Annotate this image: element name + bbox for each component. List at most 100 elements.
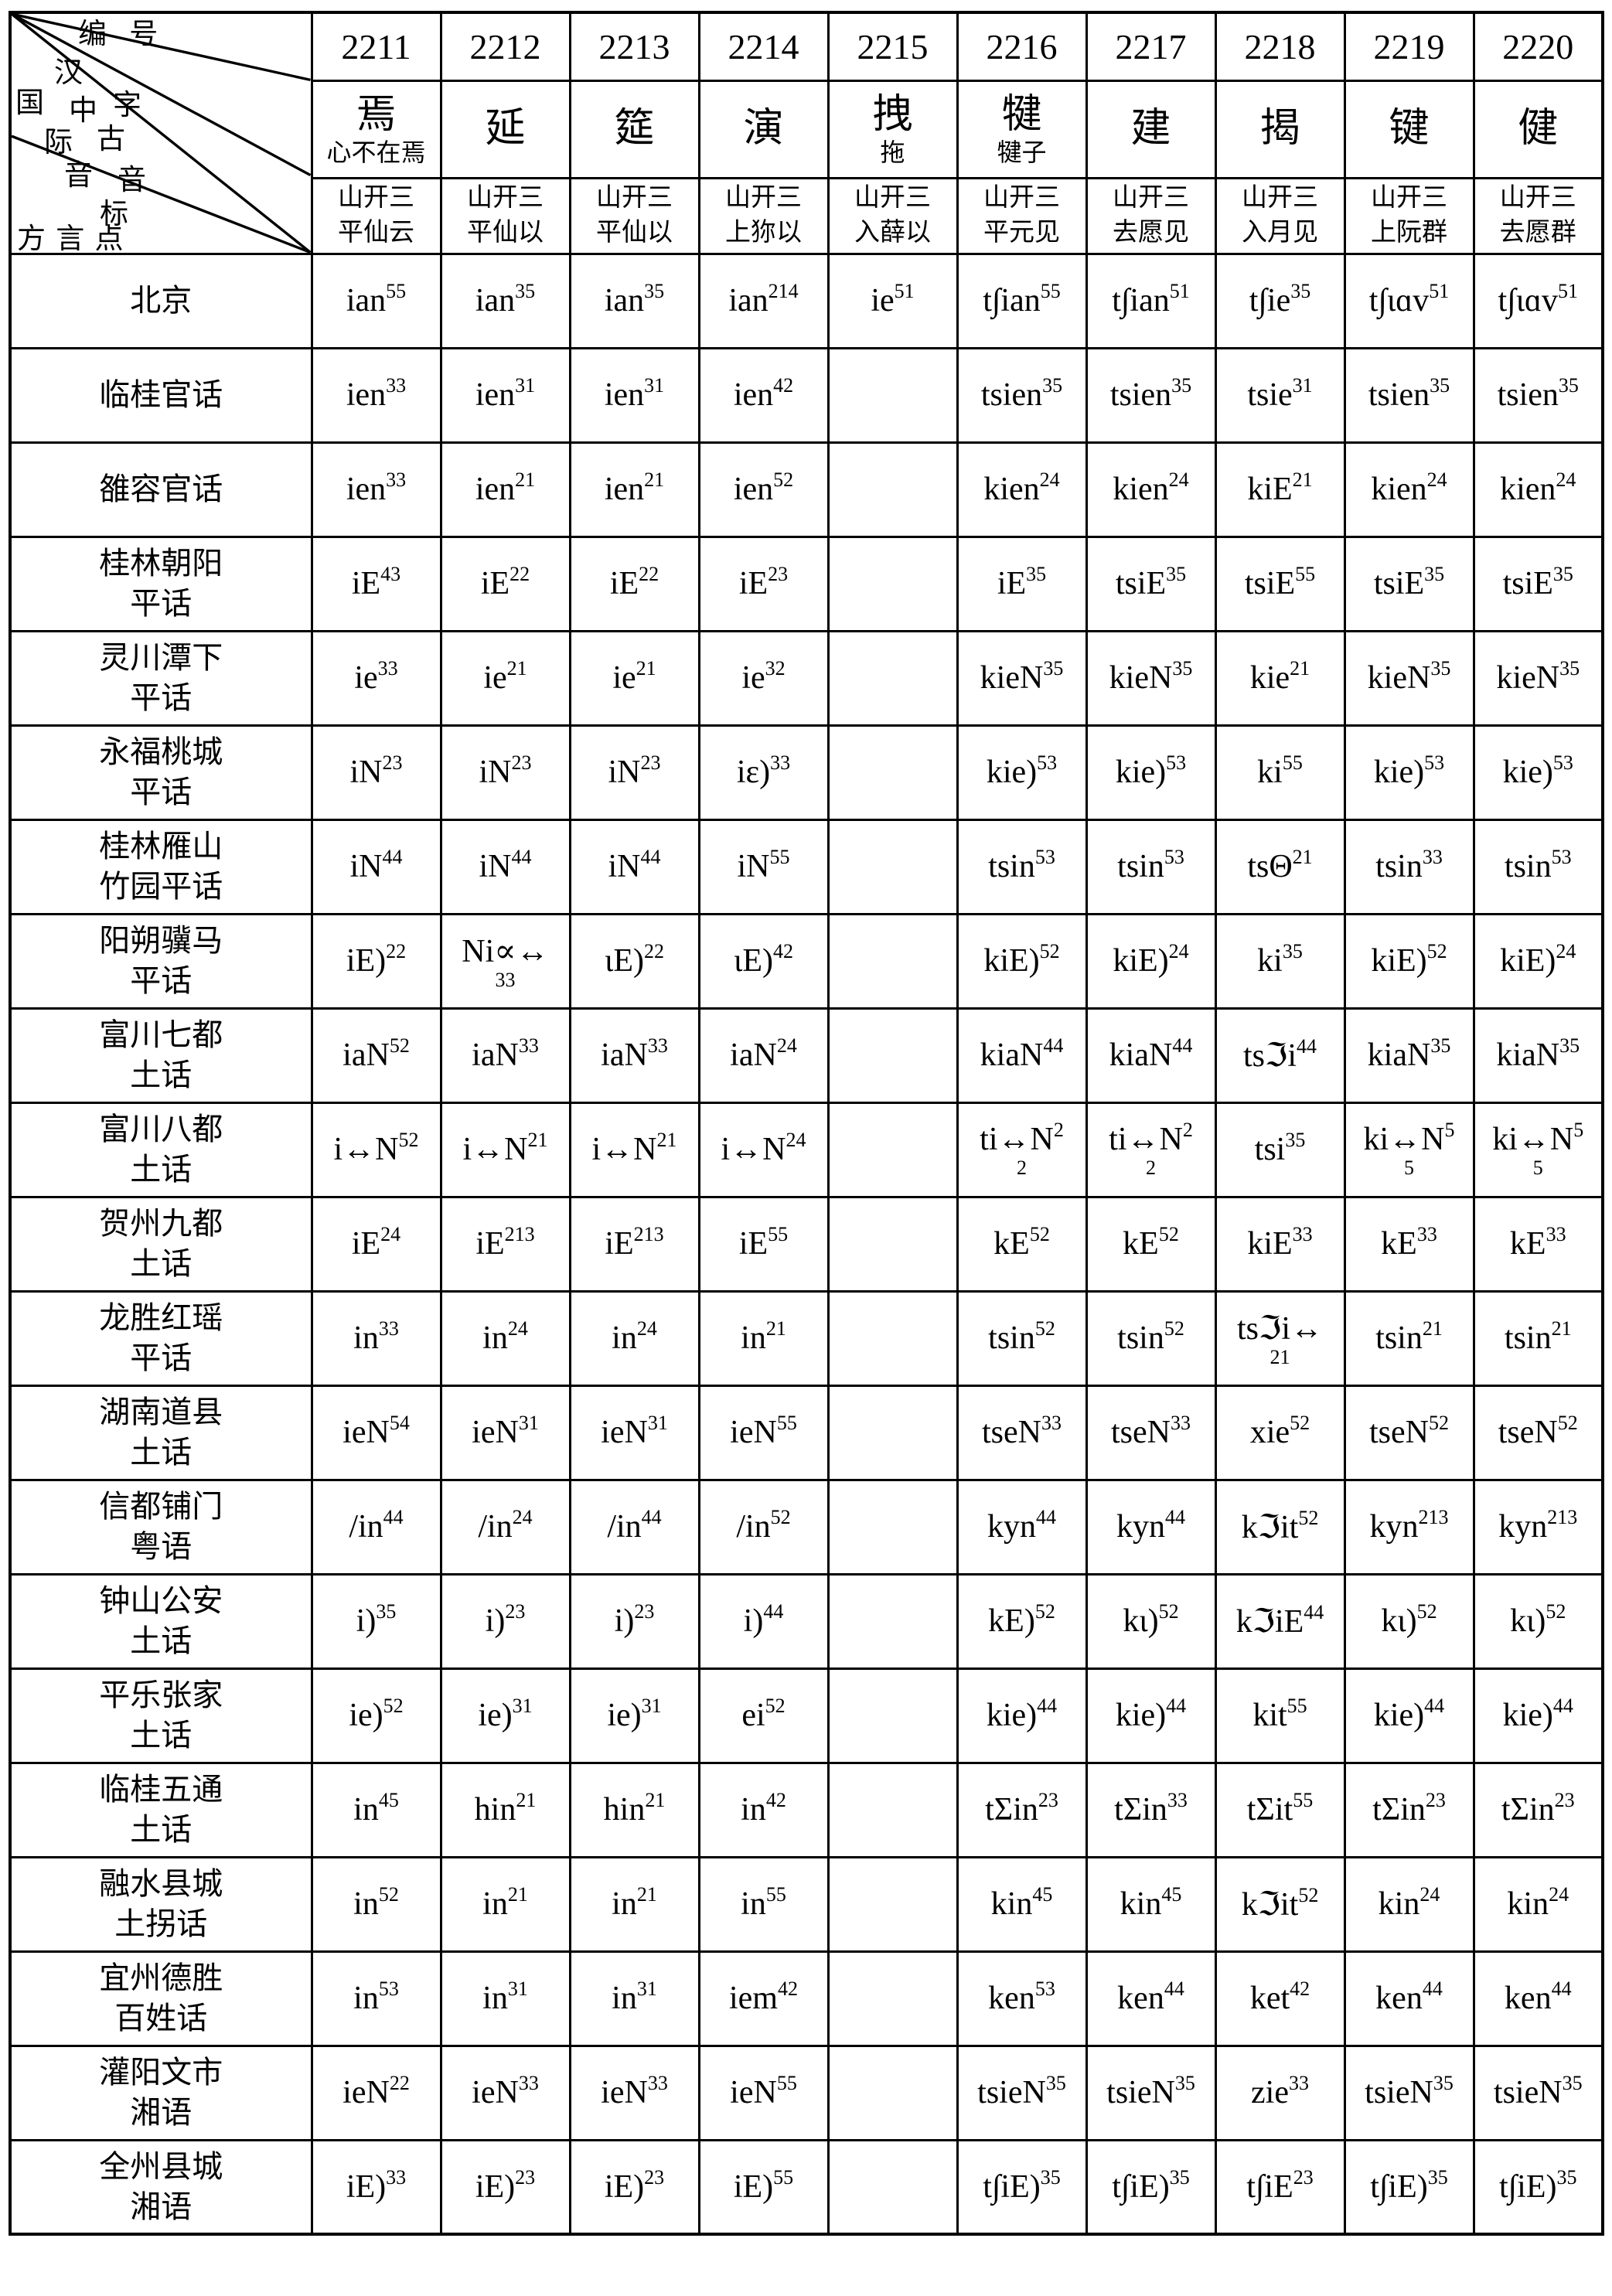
ipa-cell: kien24 [956, 441, 1088, 538]
column-character-cell: 键 [1343, 79, 1475, 179]
ipa-cell: ien42 [697, 346, 830, 444]
ipa-cell: ei52 [697, 1667, 830, 1764]
tone-superscript: 35 [1285, 1129, 1306, 1151]
dialect-name-cell: 桂林朝阳 平话 [9, 535, 313, 632]
tone-superscript: 23 [515, 2165, 536, 2189]
tone-superscript: 21 [636, 657, 656, 680]
ipa-base: tsieN [977, 2075, 1046, 2110]
dialect-name-line: 融水县城 [99, 1866, 223, 1901]
ipa-base: i↔N [333, 1132, 399, 1167]
tone-superscript: 22 [386, 940, 407, 962]
ipa-base: iE) [346, 943, 387, 979]
tone-superscript: 35 [1043, 657, 1064, 680]
ipa-base: iE [605, 1226, 634, 1262]
ipa-base: /in [607, 1509, 642, 1545]
ipa-cell: iaN33 [568, 1007, 700, 1104]
ipa-cell: kyn44 [1085, 1478, 1217, 1576]
ipa-cell: zie33 [1214, 2044, 1346, 2141]
ipa-base: kɩ) [1381, 1603, 1417, 1639]
ipa-second-line: 2 [1017, 1157, 1027, 1179]
dialect-name-line: 全州县城 [99, 2148, 223, 2184]
ipa-cell: in55 [697, 1855, 830, 1953]
ipa-cell: in21 [697, 1289, 830, 1387]
tone-superscript: 23 [1293, 2165, 1314, 2189]
head-character: 演 [743, 107, 784, 152]
tone-superscript: 52 [1426, 940, 1447, 962]
ipa-base: ieN [601, 2075, 648, 2110]
ipa-base: kɩ) [1510, 1603, 1546, 1639]
ipa-base: kie) [986, 755, 1038, 790]
dialect-name-line: 土话 [130, 1058, 193, 1092]
ipa-base: ieN [343, 1415, 390, 1450]
column-character-cell: 焉心不在焉 [310, 79, 442, 179]
ipa-base: iɛ) [736, 755, 771, 790]
ipa-base: kiaN [1109, 1037, 1173, 1073]
ipa-cell [826, 1195, 959, 1293]
ipa-base: tsℑi↔ [1237, 1311, 1323, 1347]
ipa-cell: kie)44 [1085, 1667, 1217, 1764]
tone-superscript: 32 [765, 657, 786, 680]
tone-superscript: 31 [515, 374, 536, 397]
corner-label-ipa-1: 国 [15, 87, 44, 119]
ipa-base: ken [1504, 1981, 1552, 2016]
ipa-cell: ki↔N5 5 [1343, 1101, 1475, 1198]
middle-chinese-line: 去愿见 [1113, 219, 1189, 247]
ipa-cell: i)35 [310, 1572, 442, 1670]
dialect-name-cell: 融水县城 土拐话 [9, 1855, 313, 1953]
tone-superscript: 21 [645, 1789, 666, 1811]
ipa-cell [826, 1289, 959, 1387]
ipa-base: tsi [1254, 1132, 1286, 1167]
ipa-base: iN [737, 849, 770, 884]
ipa-cell: tsien35 [1472, 346, 1604, 444]
ipa-cell: iaN52 [310, 1007, 442, 1104]
ipa-base: kien [1113, 472, 1169, 507]
tone-superscript: 35 [1282, 940, 1303, 962]
ipa-cell: tsiE35 [1343, 535, 1475, 632]
ipa-cell: iE23 [697, 535, 830, 632]
ipa-base: kE [1509, 1226, 1546, 1262]
column-number-cell: 2219 [1343, 11, 1475, 82]
middle-chinese-line: 山开三 [1499, 184, 1576, 213]
tone-superscript: 22 [643, 940, 664, 962]
ipa-cell: ki↔N5 5 [1472, 1101, 1604, 1198]
head-character: 筵 [614, 107, 655, 152]
middle-chinese-line: 山开三 [596, 184, 673, 213]
middle-chinese-line: 山开三 [467, 184, 544, 213]
dialect-name-line: 北京 [130, 283, 193, 318]
tone-superscript: 31 [636, 1977, 657, 2000]
ipa-cell: tsin53 [1472, 818, 1604, 915]
tone-superscript: 33 [386, 374, 407, 397]
ipa-base: kie) [986, 1698, 1038, 1733]
tone-superscript: 33 [1546, 1223, 1566, 1245]
tone-superscript: 21 [636, 1883, 657, 1906]
tone-superscript: 213 [504, 1223, 535, 1245]
tone-superscript: 55 [1287, 1695, 1307, 1717]
tone-superscript: 21 [644, 468, 665, 491]
tone-superscript: 24 [786, 1129, 806, 1151]
ipa-base: t∫ian [1112, 283, 1170, 319]
ipa-base: iE [609, 566, 639, 601]
dialect-name-cell: 贺州九都 土话 [9, 1195, 313, 1293]
ipa-base: tsin [1117, 1320, 1164, 1356]
tone-superscript: 35 [1559, 657, 1580, 680]
tone-superscript: 24 [507, 1317, 528, 1340]
tone-superscript: 35 [1290, 280, 1311, 302]
middle-chinese-line: 平元见 [983, 219, 1060, 247]
head-character: 焉 [356, 92, 397, 137]
ipa-cell: i)23 [568, 1572, 700, 1670]
ipa-base: t∫iE) [1499, 2168, 1557, 2205]
tone-superscript: 22 [510, 563, 530, 585]
tone-superscript: 33 [386, 468, 407, 491]
ipa-base: iN [349, 755, 383, 790]
ipa-cell: ie33 [310, 629, 442, 727]
tone-superscript: 53 [1034, 1977, 1055, 2000]
dialect-name-line: 桂林朝阳 [99, 546, 223, 581]
tone-superscript: 23 [644, 2165, 665, 2189]
ipa-cell: iE)23 [439, 2138, 571, 2236]
corner-label-hanzi-2: 字 [113, 90, 141, 121]
ipa-cell: ieN55 [697, 2044, 830, 2141]
ipa-base: ien [475, 377, 516, 413]
corner-diagonal-lines [12, 15, 309, 251]
ipa-base: kin [1507, 1886, 1549, 1922]
tone-superscript: 24 [1549, 1883, 1569, 1906]
